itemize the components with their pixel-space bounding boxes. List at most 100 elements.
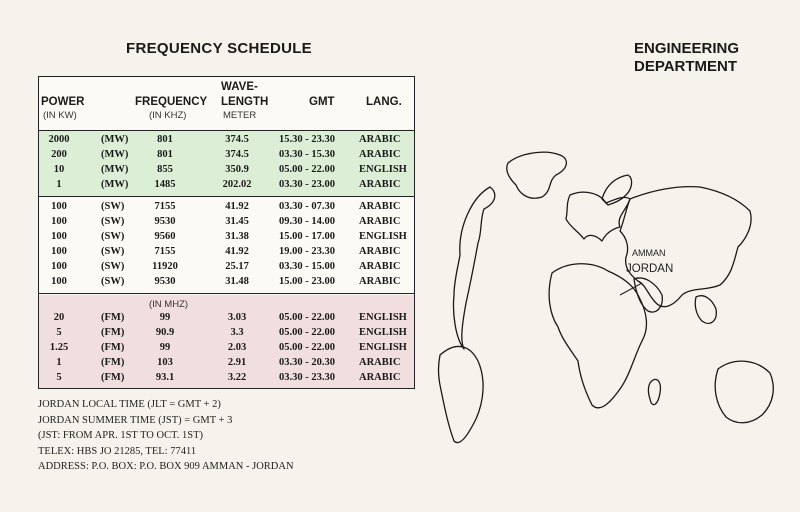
frequency-cell: 9530	[154, 216, 176, 227]
frequency-schedule-title: FREQUENCY SCHEDULE	[126, 40, 312, 57]
band-cell: (FM)	[101, 357, 125, 368]
frequency-cell: 7155	[154, 201, 176, 212]
asia-outline	[619, 185, 752, 308]
gmt-cell: 05.00 - 22.00	[279, 342, 335, 353]
table-row: 100 (SW) 9530 31.45 09.30 - 14.00 ARABIC	[39, 216, 414, 230]
language-cell: ENGLISH	[359, 312, 407, 323]
frequency-cell: 11920	[152, 261, 178, 272]
language-cell: ARABIC	[359, 201, 401, 212]
table-row: 1.25 (FM) 99 2.03 05.00 - 22.00 ENGLISH	[39, 342, 414, 356]
mw-section: 2000 (MW) 801 374.5 15.30 - 23.30 ARABIC 200 (M…	[39, 131, 414, 197]
band-cell: (FM)	[101, 372, 125, 383]
table-row: 1 (MW) 1485 202.02 03.30 - 23.00 ARABIC	[39, 179, 414, 193]
frequency-cell: 9560	[154, 231, 176, 242]
table-row: 5 (FM) 90.9 3.3 05.00 - 22.00 ENGLISH	[39, 327, 414, 341]
department-line-1: ENGINEERING	[634, 40, 740, 57]
language-cell: ARABIC	[359, 216, 401, 227]
power-cell: 5	[56, 372, 62, 383]
wavelength-cell: 2.91	[227, 357, 247, 368]
table-row: 100 (SW) 9530 31.48 15.00 - 23.00 ARABIC	[39, 276, 414, 290]
world-map-globe	[437, 151, 774, 444]
language-cell: ENGLISH	[359, 327, 407, 338]
amman-label: AMMAN	[632, 248, 666, 258]
band-cell: (MW)	[101, 149, 129, 160]
band-cell: (FM)	[101, 327, 125, 338]
wavelength-cell: 31.38	[225, 231, 249, 242]
greenland-outline	[506, 151, 567, 199]
wavelength-cell: 41.92	[225, 246, 249, 257]
language-cell: ARABIC	[359, 276, 401, 287]
power-cell: 20	[53, 312, 65, 323]
wavelength-cell: 31.45	[225, 216, 249, 227]
table-row: 5 (FM) 93.1 3.22 03.30 - 23.30 ARABIC	[39, 372, 414, 386]
wavelength-cell: 2.03	[227, 342, 247, 353]
fm-section: (IN MHZ) 20 (FM) 99 3.03 05.00 - 22.00 ENGLIS…	[39, 295, 414, 388]
frequency-cell: 90.9	[155, 327, 175, 338]
note-address: ADDRESS: P.O. BOX: P.O. BOX 909 AMMAN - …	[38, 461, 294, 472]
wavelength-cell: 3.03	[227, 312, 247, 323]
band-cell: (SW)	[101, 231, 125, 242]
table-row: 100 (SW) 7155 41.92 19.00 - 23.30 ARABIC	[39, 246, 414, 260]
table-row: 100 (SW) 9560 31.38 15.00 - 17.00 ENGLISH	[39, 231, 414, 245]
language-cell: ARABIC	[359, 261, 401, 272]
language-cell: ENGLISH	[359, 231, 407, 242]
wavelength-cell: 350.9	[225, 164, 249, 175]
table-row: 100 (SW) 11920 25.17 03.30 - 15.00 ARABIC	[39, 261, 414, 275]
sw-section: 100 (SW) 7155 41.92 03.30 - 07.30 ARABIC 100 (S…	[39, 198, 414, 294]
wavelength-cell: 3.3	[230, 327, 244, 338]
frequency-cell: 99	[159, 312, 171, 323]
note-summer-time: JORDAN SUMMER TIME (JST) = GMT + 3	[38, 414, 233, 426]
power-cell: 100	[51, 261, 67, 272]
language-cell: ARABIC	[359, 149, 401, 160]
note-summer-dates: (JST: FROM APR. 1ST TO OCT. 1ST)	[38, 430, 203, 441]
power-cell: 200	[51, 149, 67, 160]
language-cell: ARABIC	[359, 134, 401, 145]
gmt-cell: 15.00 - 17.00	[279, 231, 335, 242]
frequency-cell: 99	[159, 342, 171, 353]
band-cell: (SW)	[101, 261, 125, 272]
header-frequency: FREQUENCY	[135, 96, 208, 108]
power-cell: 10	[53, 164, 65, 175]
table-row: 1 (FM) 103 2.91 03.30 - 20.30 ARABIC	[39, 357, 414, 371]
band-cell: (MW)	[101, 134, 129, 145]
power-cell: 1.25	[49, 342, 69, 353]
table-row: 10 (MW) 855 350.9 05.00 - 22.00 ENGLISH	[39, 164, 414, 178]
power-cell: 1	[56, 357, 62, 368]
band-cell: (FM)	[101, 312, 125, 323]
gmt-cell: 03.30 - 23.00	[279, 179, 335, 190]
gmt-cell: 09.30 - 14.00	[279, 216, 335, 227]
frequency-cell: 801	[157, 149, 173, 160]
frequency-cell: 93.1	[155, 372, 175, 383]
table-header: POWER (IN KW) FREQUENCY (IN KHZ) WAVE- L…	[39, 77, 414, 131]
language-cell: ARABIC	[359, 179, 401, 190]
table-row: 100 (SW) 7155 41.92 03.30 - 07.30 ARABIC	[39, 201, 414, 215]
gmt-cell: 05.00 - 22.00	[279, 164, 335, 175]
frequency-cell: 855	[157, 164, 173, 175]
header-power-unit: (IN KW)	[43, 110, 77, 121]
fm-frequency-unit: (IN MHZ)	[149, 299, 189, 310]
south-america-outline	[437, 345, 484, 444]
wavelength-cell: 3.22	[227, 372, 247, 383]
gmt-cell: 19.00 - 23.30	[279, 246, 335, 257]
power-cell: 100	[51, 216, 67, 227]
band-cell: (SW)	[101, 201, 125, 212]
table-row: 20 (FM) 99 3.03 05.00 - 22.00 ENGLISH	[39, 312, 414, 326]
gmt-cell: 03.30 - 07.30	[279, 201, 335, 212]
header-meter: METER	[223, 110, 257, 121]
europe-outline	[565, 191, 631, 242]
africa-outline	[548, 263, 648, 409]
gmt-cell: 15.30 - 23.30	[279, 134, 335, 145]
arabia-outline	[633, 277, 663, 313]
table-row: 200 (MW) 801 374.5 03.30 - 15.30 ARABIC	[39, 149, 414, 163]
gmt-cell: 05.00 - 22.00	[279, 327, 335, 338]
band-cell: (SW)	[101, 276, 125, 287]
gmt-cell: 05.00 - 22.00	[279, 312, 335, 323]
department-line-2: DEPARTMENT	[634, 58, 738, 75]
frequency-table: POWER (IN KW) FREQUENCY (IN KHZ) WAVE- L…	[38, 76, 415, 389]
band-cell: (SW)	[101, 246, 125, 257]
wavelength-cell: 41.92	[225, 201, 249, 212]
language-cell: ARABIC	[359, 246, 401, 257]
wavelength-cell: 31.48	[225, 276, 249, 287]
language-cell: ARABIC	[359, 357, 401, 368]
